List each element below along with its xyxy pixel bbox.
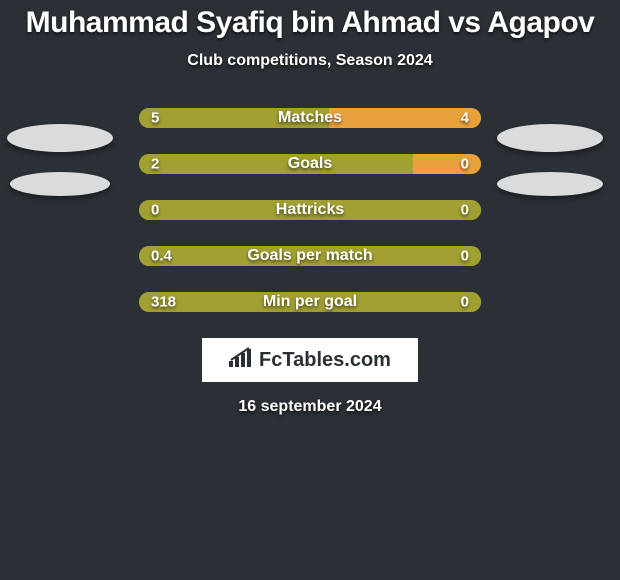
stat-bar: Goals per match 0.4 0 <box>139 246 481 266</box>
stat-value-right: 0 <box>461 156 469 173</box>
date: 16 september 2024 <box>0 398 620 416</box>
stat-value-right: 0 <box>461 202 469 219</box>
bar-right-fill <box>413 154 481 174</box>
avatar-ellipse <box>497 172 603 196</box>
stat-value-left: 318 <box>151 294 176 311</box>
stat-value-left: 0 <box>151 202 159 219</box>
stat-row: Goals 2 0 <box>10 154 610 174</box>
stat-bar: Goals 2 0 <box>139 154 481 174</box>
stat-bar: Hattricks 0 0 <box>139 200 481 220</box>
avatar-ellipse <box>10 172 110 196</box>
stat-value-left: 2 <box>151 156 159 173</box>
stat-label: Matches <box>278 109 342 127</box>
stat-row: Hattricks 0 0 <box>10 200 610 220</box>
stat-value-right: 4 <box>461 110 469 127</box>
chart-icon <box>229 347 255 374</box>
logo-box: FcTables.com <box>202 338 418 382</box>
stat-row: Goals per match 0.4 0 <box>10 246 610 266</box>
stat-label: Goals per match <box>247 247 372 265</box>
stat-value-right: 0 <box>461 294 469 311</box>
stat-bar: Matches 5 4 <box>139 108 481 128</box>
stat-value-left: 5 <box>151 110 159 127</box>
stat-label: Min per goal <box>263 293 357 311</box>
stat-row: Matches 5 4 <box>10 108 610 128</box>
stat-label: Goals <box>288 155 332 173</box>
logo-text: FcTables.com <box>259 349 391 372</box>
stat-value-right: 0 <box>461 248 469 265</box>
stat-bar: Min per goal 318 0 <box>139 292 481 312</box>
subtitle: Club competitions, Season 2024 <box>0 52 620 70</box>
stat-row: Min per goal 318 0 <box>10 292 610 312</box>
stat-value-left: 0.4 <box>151 248 172 265</box>
stat-label: Hattricks <box>276 201 344 219</box>
page-title: Muhammad Syafiq bin Ahmad vs Agapov <box>0 0 620 40</box>
avatar-ellipse <box>497 124 603 152</box>
bar-right-fill <box>329 108 481 128</box>
bar-left-fill <box>139 154 413 174</box>
avatar-ellipse <box>7 124 113 152</box>
